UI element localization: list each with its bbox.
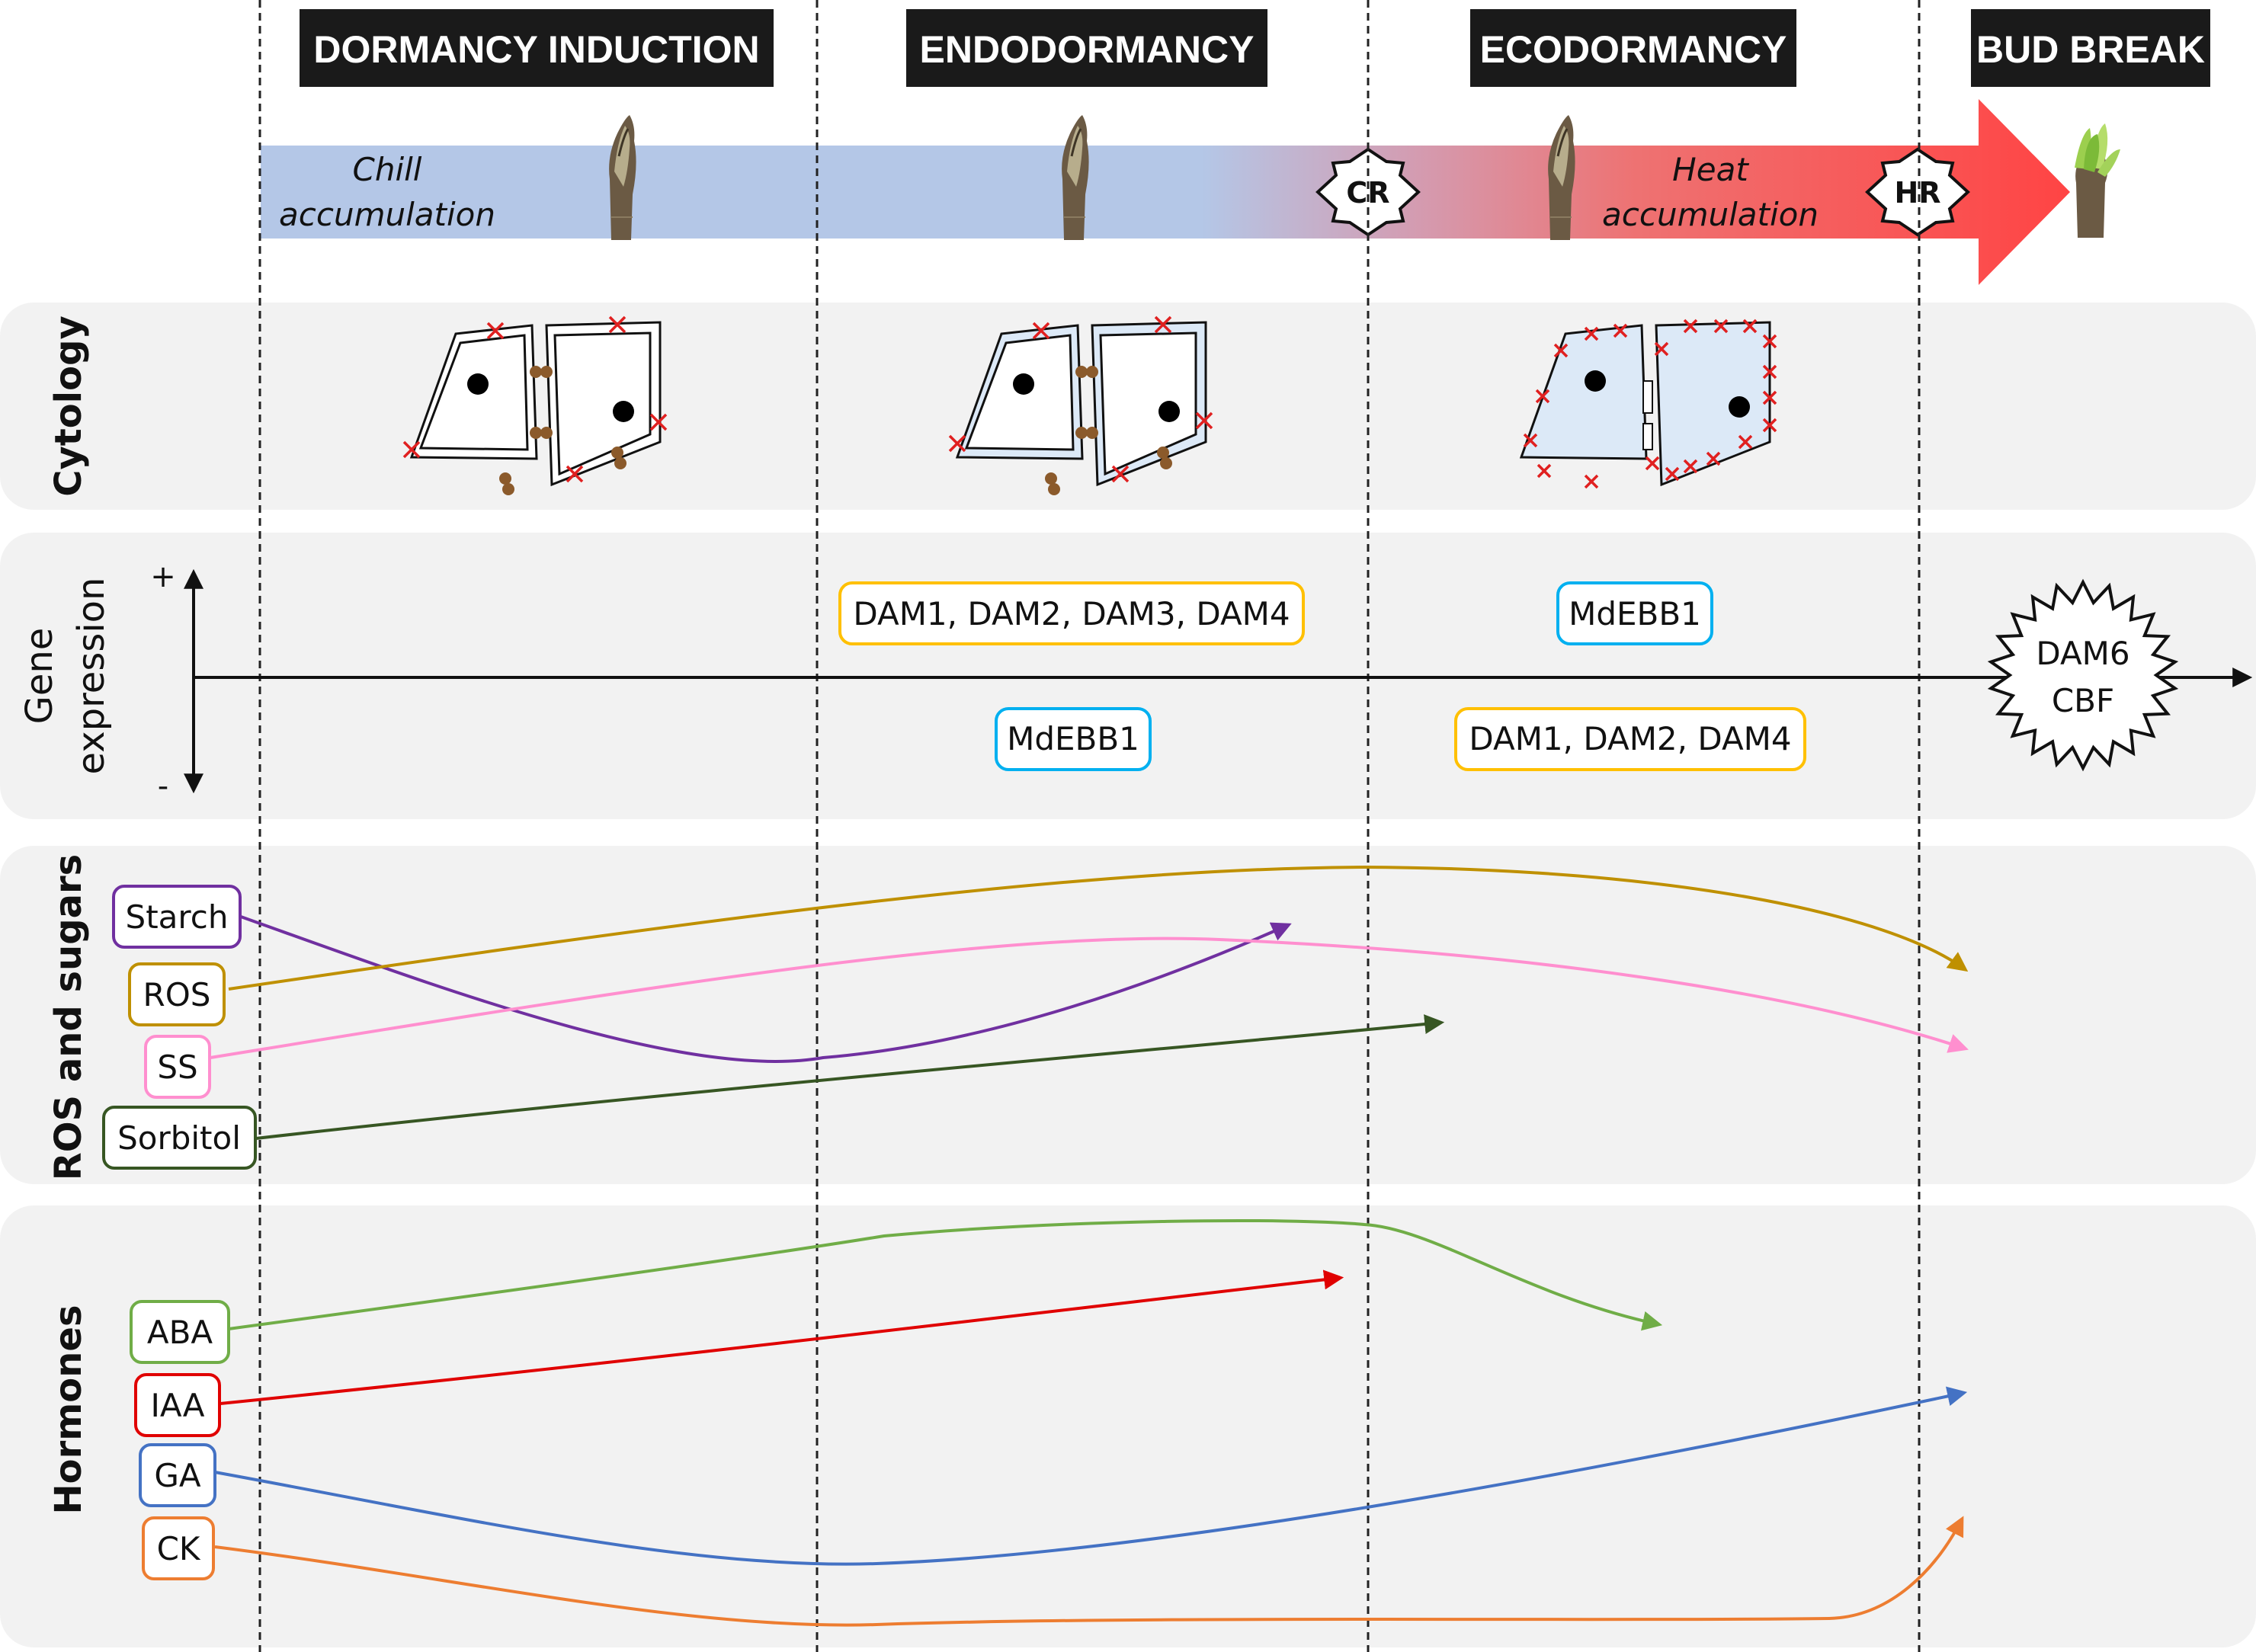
- label-text: GA: [154, 1457, 201, 1494]
- phase-ecodormancy: ECODORMANCY: [1470, 9, 1796, 87]
- label-text: IAA: [150, 1387, 204, 1424]
- aba-curve: [228, 1218, 1663, 1331]
- row-label-gene-line2: expression: [70, 578, 113, 775]
- cell-diagram-ecodormancy: [1519, 319, 1777, 489]
- row-label-ros-sugars: ROS and sugars: [47, 854, 90, 1180]
- chill-label-line2: accumulation: [279, 196, 495, 233]
- gene-box-endo-down: MdEBB1: [995, 707, 1152, 771]
- sorbitol-curve: [255, 1014, 1445, 1140]
- iaa-curve: [220, 1269, 1344, 1405]
- gene-box-eco-down: DAM1, DAM2, DAM4: [1454, 707, 1806, 771]
- phase-title: BUD BREAK: [1976, 28, 2205, 71]
- gene-box-text: MdEBB1: [1569, 595, 1701, 632]
- burst-text-line1: DAM6: [2036, 635, 2129, 672]
- hr-label: HR: [1894, 176, 1940, 210]
- ros-curve: [228, 865, 1969, 991]
- row-label-gene-line1: Gene: [18, 628, 61, 725]
- hormone-label-ga: GA: [139, 1443, 216, 1507]
- gene-box-text: DAM1, DAM2, DAM4: [1469, 720, 1791, 757]
- phase-bud-break: BUD BREAK: [1971, 9, 2210, 87]
- hormone-label-iaa: IAA: [134, 1373, 221, 1437]
- downregulation-sign: -: [158, 769, 168, 804]
- gene-burst-star: DAM6 CBF: [1987, 578, 2179, 772]
- phase-title: ECODORMANCY: [1480, 28, 1787, 71]
- cr-label: CR: [1346, 176, 1389, 210]
- hormone-label-aba: ABA: [130, 1300, 230, 1364]
- ros-sugar-label-starch: Starch: [112, 885, 242, 949]
- heat-label-line2: accumulation: [1602, 196, 1819, 233]
- cell-diagram-endodormancy: [948, 315, 1213, 495]
- ros-sugars-panel: [0, 846, 2256, 1184]
- heat-requirement-marker: HR: [1865, 147, 1970, 237]
- row-label-cytology: Cytology: [47, 315, 90, 497]
- ck-curve: [214, 1516, 1964, 1627]
- phase-title: DORMANCY INDUCTION: [313, 28, 759, 71]
- ros-sugar-label-sorbitol: Sorbitol: [102, 1106, 257, 1170]
- row-label-hormones: Hormones: [47, 1305, 90, 1514]
- label-text: ABA: [147, 1314, 213, 1351]
- phase-endodormancy: ENDODORMANCY: [906, 9, 1267, 87]
- chill-requirement-marker: CR: [1315, 147, 1421, 237]
- cell-diagram-induction: [402, 315, 668, 495]
- bursting-bud-image: [2075, 123, 2120, 238]
- label-text: ROS: [143, 976, 211, 1013]
- label-text: SS: [157, 1049, 197, 1086]
- gene-box-text: DAM1, DAM2, DAM3, DAM4: [853, 595, 1290, 632]
- phase-dividers: [258, 0, 1921, 1652]
- gene-box-text: MdEBB1: [1007, 720, 1139, 757]
- gene-box-endo-up: DAM1, DAM2, DAM3, DAM4: [838, 581, 1305, 645]
- starch-curve: [240, 915, 1292, 1063]
- label-text: Starch: [126, 898, 229, 936]
- phase-title: ENDODORMANCY: [920, 28, 1255, 71]
- chill-label-line1: Chill: [353, 151, 422, 188]
- label-text: CK: [157, 1530, 201, 1567]
- label-text: Sorbitol: [117, 1119, 241, 1157]
- gene-box-eco-up: MdEBB1: [1556, 581, 1713, 645]
- burst-text-line2: CBF: [2052, 682, 2114, 719]
- ros-sugar-label-ros: ROS: [128, 962, 226, 1026]
- ss-curve: [210, 936, 1969, 1059]
- upregulation-sign: +: [150, 559, 176, 594]
- hormone-label-ck: CK: [142, 1516, 215, 1580]
- timeline-arrow: [261, 99, 2070, 285]
- ga-curve: [214, 1386, 1968, 1566]
- heat-label-line1: Heat: [1672, 151, 1749, 188]
- phase-dormancy-induction: DORMANCY INDUCTION: [300, 9, 774, 87]
- ros-sugar-label-ss: SS: [144, 1035, 211, 1099]
